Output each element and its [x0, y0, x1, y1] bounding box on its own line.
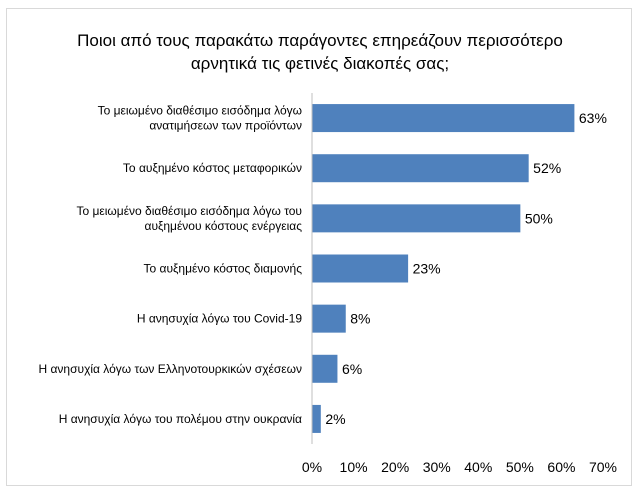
data-label: 8%: [350, 311, 370, 327]
category-label: Το μειωμένο διαθέσιμο εισόδημα λόγω του: [76, 204, 302, 218]
x-tick-label: 30%: [423, 459, 451, 475]
x-tick-label: 60%: [547, 459, 575, 475]
x-tick-label: 20%: [381, 459, 409, 475]
bar: [312, 304, 346, 333]
x-tick-label: 50%: [506, 459, 534, 475]
data-label: 6%: [342, 361, 362, 377]
category-label: Η ανησυχία λόγω των Ελληνοτουρκικών σχέσ…: [38, 362, 302, 376]
x-tick-label: 0%: [302, 459, 322, 475]
bar: [312, 404, 321, 433]
category-label: Το αυξημένο κόστος διαμονής: [144, 262, 303, 276]
chart-title-line: αρνητικά τις φετινές διακοπές σας;: [191, 54, 449, 73]
category-label: αυξημένου κόστους ενέργειας: [145, 219, 303, 233]
category-label: Η ανησυχία λόγω του πολέμου στην ουκρανί…: [59, 412, 302, 426]
category-label: Το αυξημένο κόστος μεταφορικών: [123, 161, 302, 175]
bar: [312, 354, 338, 383]
data-label: 2%: [325, 411, 345, 427]
chart-title-line: Ποιοι από τους παρακάτω παράγοντες επηρε…: [77, 31, 563, 50]
x-tick-label: 40%: [464, 459, 492, 475]
x-tick-label: 70%: [589, 459, 617, 475]
data-label: 23%: [413, 261, 441, 277]
bar: [312, 154, 529, 183]
x-tick-label: 10%: [340, 459, 368, 475]
category-label: ανατιμήσεων των προϊόντων: [149, 119, 302, 133]
bar: [312, 204, 521, 233]
category-label: Το μειωμένο διαθέσιμο εισόδημα λόγω: [98, 104, 302, 118]
data-label: 52%: [533, 160, 561, 176]
category-label: Η ανησυχία λόγω του Covid-19: [137, 312, 303, 326]
data-label: 63%: [579, 110, 607, 126]
bar: [312, 104, 575, 133]
bar: [312, 254, 409, 283]
data-label: 50%: [525, 210, 553, 226]
